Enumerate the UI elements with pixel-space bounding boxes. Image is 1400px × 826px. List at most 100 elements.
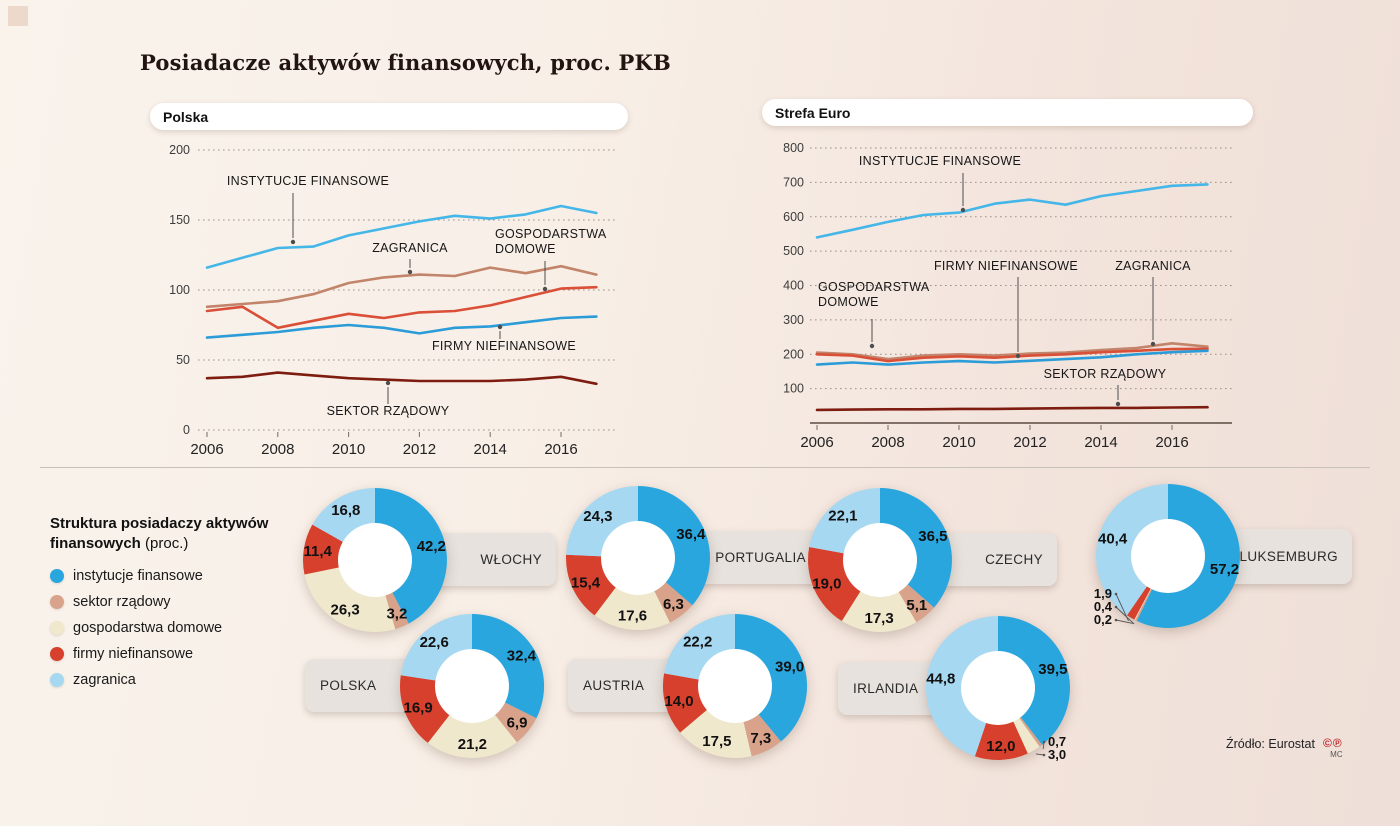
series-label-zagranica: ZAGRANICA xyxy=(372,241,448,255)
callout-dot xyxy=(1114,592,1118,596)
x-axis-label: 2014 xyxy=(474,441,507,458)
legend-title: Struktura posiadaczy aktywów finansowych… xyxy=(50,514,295,554)
line-series-gospodarstwa-domowe xyxy=(815,347,1209,363)
slice-value-label: 6,3 xyxy=(663,596,684,613)
chart-header-strefa-euro-label: Strefa Euro xyxy=(775,104,851,121)
legend-item-zagranica: zagranica xyxy=(50,672,295,688)
series-label-zagranica: ZAGRANICA xyxy=(1115,259,1191,273)
y-axis-label: 200 xyxy=(783,347,804,361)
slice-value-label: 16,9 xyxy=(403,700,432,717)
annotation-dot xyxy=(542,286,548,292)
series-label-firmy-niefinansowe: FIRMY NIEFINANSOWE xyxy=(934,259,1078,273)
slice-value-label: 3,2 xyxy=(386,606,407,623)
line-chart-strefa-euro: 100 200 300 400 500 600 700 800 2006 2008 2010 2012… xyxy=(783,141,1232,451)
line-series-firmy-niefinansowe xyxy=(815,349,1209,366)
slice-value-label: 6,9 xyxy=(507,715,528,732)
callout-leader xyxy=(1035,753,1045,756)
annotation-dot xyxy=(1150,341,1156,347)
legend-item-firmy-niefinansowe: firmy niefinansowe xyxy=(50,646,295,662)
donut-chart-czechy: 36,5 5,1 17,3 19,0 22,1 xyxy=(808,488,952,632)
series-label-instytucje-finansowe: INSTYTUCJE FINANSOWE xyxy=(859,154,1021,168)
slice-value-label: 22,6 xyxy=(420,634,449,651)
instytucje-finansowe-color-dot xyxy=(50,568,64,583)
line-series-zagranica xyxy=(815,342,1209,361)
legend-label: sektor rządowy xyxy=(73,593,171,610)
legend-item-gospodarstwa-domowe: gospodarstwa domowe xyxy=(50,620,295,636)
firmy-niefinansowe-color-dot xyxy=(50,646,64,661)
country-label: LUKSEMBURG xyxy=(1239,549,1338,564)
legend-label: gospodarstwa domowe xyxy=(73,619,223,636)
slice-value-label: 32,4 xyxy=(507,648,537,665)
series-label-sektor-rzadowy: SEKTOR RZĄDOWY xyxy=(1044,367,1167,381)
donut-chart-luksemburg: 57,2 40,4 1,90,40,2 xyxy=(1094,484,1240,628)
slice-value-label: 7,3 xyxy=(750,730,771,747)
x-axis-label: 2016 xyxy=(544,441,577,458)
callout-dot xyxy=(1042,753,1046,757)
slice-value-label: 36,5 xyxy=(918,528,947,545)
donut-chart-portugalia: 36,4 6,3 17,6 15,4 24,3 xyxy=(566,486,711,631)
y-axis-label: 600 xyxy=(783,210,804,224)
slice-value-label: 42,2 xyxy=(417,538,446,555)
series-label-gospodarstwa-domowe: DOMOWE xyxy=(495,242,556,256)
annotation-dot xyxy=(1015,353,1021,359)
line-series-firmy-niefinansowe xyxy=(205,315,598,339)
slice-value-label: 12,0 xyxy=(986,738,1015,755)
line-series-zagranica xyxy=(205,264,598,309)
donut-hole xyxy=(1131,519,1205,593)
slice-value-label: 44,8 xyxy=(926,671,955,688)
annotation-dot xyxy=(869,343,875,349)
annotation-dot xyxy=(385,380,391,386)
slice-value-label: 11,4 xyxy=(304,543,333,560)
slice-value-label: 24,3 xyxy=(583,508,612,525)
slice-value-label: 39,5 xyxy=(1038,661,1067,678)
annotation-dot xyxy=(960,207,966,213)
annotation-dot xyxy=(497,324,503,330)
y-axis-label: 100 xyxy=(169,283,190,297)
x-axis-label: 2010 xyxy=(332,441,365,458)
annotation-dot xyxy=(407,269,413,275)
slice-value-label: 17,6 xyxy=(618,608,647,625)
source-marks: ©℗ MC xyxy=(1323,737,1343,759)
callout-leader xyxy=(1115,606,1135,625)
slice-value-label: 22,1 xyxy=(828,507,857,524)
y-axis-label: 400 xyxy=(783,279,804,293)
line-series-sektor-rzadowy xyxy=(815,405,1209,412)
slice-value-label: 40,4 xyxy=(1098,531,1128,548)
donut-chart-wlochy: 42,2 3,2 26,3 11,4 16,8 xyxy=(303,488,447,633)
donut-hole xyxy=(601,521,675,595)
slice-value-label: 39,0 xyxy=(775,658,804,675)
donut-slice-instytucje-finansowe xyxy=(638,486,711,606)
page-title: Posiadacze aktywów finansowych, proc. PK… xyxy=(140,50,671,75)
source-text: Źródło: Eurostat xyxy=(1226,737,1315,751)
decor-square xyxy=(8,6,28,26)
slice-value-label: 15,4 xyxy=(571,575,601,592)
donut-hole xyxy=(435,649,509,723)
slice-value-label: 22,2 xyxy=(683,634,712,651)
y-axis-label: 200 xyxy=(169,143,190,157)
line-series-instytucje-finansowe xyxy=(815,183,1209,239)
series-label-gospodarstwa-domowe: DOMOWE xyxy=(818,295,879,309)
copyright-icons: ©℗ xyxy=(1322,736,1343,750)
callout-dot xyxy=(1114,618,1118,622)
donut-hole xyxy=(961,651,1035,725)
chart-header-polska-label: Polska xyxy=(163,108,209,125)
y-axis-label: 700 xyxy=(783,175,804,189)
legend-label: firmy niefinansowe xyxy=(73,645,194,662)
slice-value-label: 0,7 xyxy=(1048,734,1066,749)
annotation-dot xyxy=(290,239,296,245)
legend-label: zagranica xyxy=(73,671,136,688)
chart-header-polska: Polska xyxy=(150,103,628,130)
y-axis-label: 800 xyxy=(783,141,804,155)
y-axis-label: 500 xyxy=(783,244,804,258)
x-axis-label: 2012 xyxy=(1013,434,1046,451)
country-label: CZECHY xyxy=(985,552,1043,567)
series-label-firmy-niefinansowe: FIRMY NIEFINANSOWE xyxy=(432,339,576,353)
donut-hole xyxy=(843,523,917,597)
donut-chart-irlandia: 39,5 12,0 44,8 0,73,0 xyxy=(925,616,1070,762)
donut-slice-instytucje-finansowe xyxy=(880,488,952,608)
x-axis-label: 2012 xyxy=(403,441,436,458)
callout-dot xyxy=(1042,740,1046,744)
legend-label: instytucje finansowe xyxy=(73,567,203,584)
x-axis-label: 2008 xyxy=(871,434,904,451)
